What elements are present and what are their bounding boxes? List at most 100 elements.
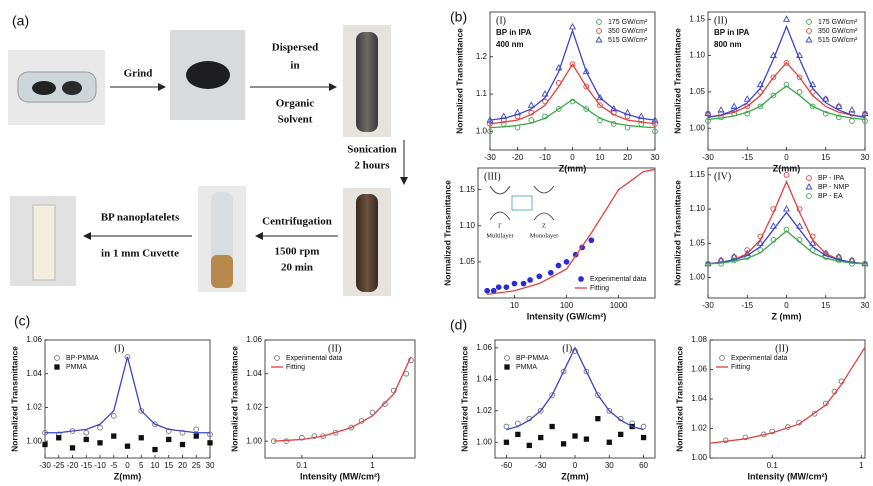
legend-swatch <box>505 365 509 369</box>
y-tick-label: 1.15 <box>689 170 705 179</box>
panel-label: (c) <box>14 313 30 329</box>
chart: 0.111.001.021.041.06Intensity (MW/cm²)No… <box>229 335 415 481</box>
legend-label: 350 GW/cm² <box>818 28 858 35</box>
legend-swatch <box>807 176 812 181</box>
y-tick-label: 1.06 <box>476 343 492 352</box>
marker <box>516 432 520 436</box>
marker <box>641 424 646 429</box>
x-tick-label: -30 <box>484 153 496 162</box>
step-label: 1500 rpm <box>275 246 320 258</box>
marker <box>43 442 47 446</box>
annotation: (III) <box>484 171 501 182</box>
y-tick-label: 1.00 <box>689 123 705 132</box>
legend-label: 515 GW/cm² <box>608 37 648 44</box>
legend-swatch <box>807 29 812 34</box>
x-tick-label: -10 <box>539 153 551 162</box>
x-tick-label: 15 <box>821 153 830 162</box>
x-axis-label: Z(mm) <box>114 471 142 481</box>
y-tick-label: 1.04 <box>691 394 707 403</box>
y-tick-label: 1.1 <box>476 89 488 98</box>
photo-sediment <box>211 255 233 288</box>
chart: 1010010001.051.101.15Intensity (GW/cm²)N… <box>442 168 655 321</box>
marker <box>153 447 157 451</box>
photo-vial-liquid <box>356 194 378 292</box>
x-tick-label: 20 <box>178 461 187 470</box>
marker <box>564 259 569 264</box>
x-tick-label: 20 <box>623 153 632 162</box>
marker <box>485 288 490 293</box>
marker <box>194 427 199 432</box>
legend-label: PMMA <box>66 364 87 371</box>
legend-swatch <box>275 356 280 361</box>
chart: -60-30030601.001.021.041.06Z(mm)Normaliz… <box>459 340 655 481</box>
marker <box>98 425 103 430</box>
x-tick-label: 30 <box>861 301 870 310</box>
annotation: (II) <box>775 343 788 354</box>
step-label: Sonication <box>347 144 397 156</box>
x-tick-label: -15 <box>80 461 92 470</box>
y-tick-label: 1.02 <box>476 406 492 415</box>
y-tick-label: 1.10 <box>689 204 705 213</box>
y-tick-label: 1.04 <box>476 374 492 383</box>
x-tick-label: 0.1 <box>767 461 779 470</box>
chart: 0.111.001.021.041.061.08Intensity (MW/cm… <box>674 335 865 481</box>
y-axis-label: Normalized Transmittance <box>229 346 239 452</box>
legend-label: Fitting <box>590 285 609 292</box>
marker <box>850 119 855 124</box>
x-tick-label: 0.1 <box>296 461 308 470</box>
y-axis-label: Normalized Transmittance <box>459 346 469 452</box>
y-axis-label: Normalized Transmittance <box>674 346 684 452</box>
step-label: 20 min <box>281 262 313 274</box>
x-tick-label: 10 <box>151 461 160 470</box>
legend-label: Experimental data <box>286 355 343 362</box>
y-tick-label: 1.15 <box>459 185 475 194</box>
marker <box>784 16 790 21</box>
marker <box>607 440 611 444</box>
legend-swatch <box>597 29 602 34</box>
marker <box>84 430 89 435</box>
marker <box>589 238 594 243</box>
x-axis-label: Intensity (MW/cm²) <box>748 471 828 481</box>
x-tick-label: 0 <box>784 301 789 310</box>
inset-label: Z <box>542 222 546 229</box>
legend-label: BP - IPA <box>818 175 845 182</box>
y-tick-label: 1.06 <box>246 335 262 344</box>
y-tick-label: 1.08 <box>691 335 707 344</box>
marker <box>529 118 534 123</box>
x-tick-label: 1000 <box>610 301 628 310</box>
x-tick-label: -30 <box>39 461 51 470</box>
marker <box>561 442 565 446</box>
marker <box>57 436 61 440</box>
marker <box>584 437 588 441</box>
x-tick-label: 10 <box>510 301 519 310</box>
step-label: Centrifugation <box>262 216 332 228</box>
x-tick-label: 5 <box>139 461 144 470</box>
x-tick-label: -30 <box>702 153 714 162</box>
marker <box>491 288 496 293</box>
annotation: (IV) <box>714 171 731 182</box>
legend-label: BP-PMMA <box>516 355 549 362</box>
step-label: Organic <box>276 98 315 110</box>
marker <box>98 441 102 445</box>
panel-label: (d) <box>450 317 467 333</box>
marker <box>537 274 542 279</box>
step-label: BP nanoplatelets <box>101 212 180 224</box>
inset-band <box>490 186 510 220</box>
x-axis-label: Intensity (GW/cm²) <box>527 311 607 321</box>
legend-swatch <box>596 37 602 42</box>
legend-swatch <box>55 365 59 369</box>
x-tick-label: 30 <box>651 153 660 162</box>
photo-crystal <box>62 81 82 95</box>
annotation: (I) <box>562 343 572 354</box>
y-tick-label: 1.06 <box>26 335 42 344</box>
y-tick-label: 1.05 <box>459 257 475 266</box>
photo-cuvette-liquid <box>33 205 55 280</box>
chart: -30-25-20-15-10-50510152025301.001.021.0… <box>9 335 215 481</box>
marker <box>112 434 116 438</box>
x-tick-label: -25 <box>53 461 65 470</box>
marker <box>596 416 600 420</box>
x-tick-label: 1 <box>370 461 375 470</box>
x-tick-label: 0 <box>573 461 578 470</box>
